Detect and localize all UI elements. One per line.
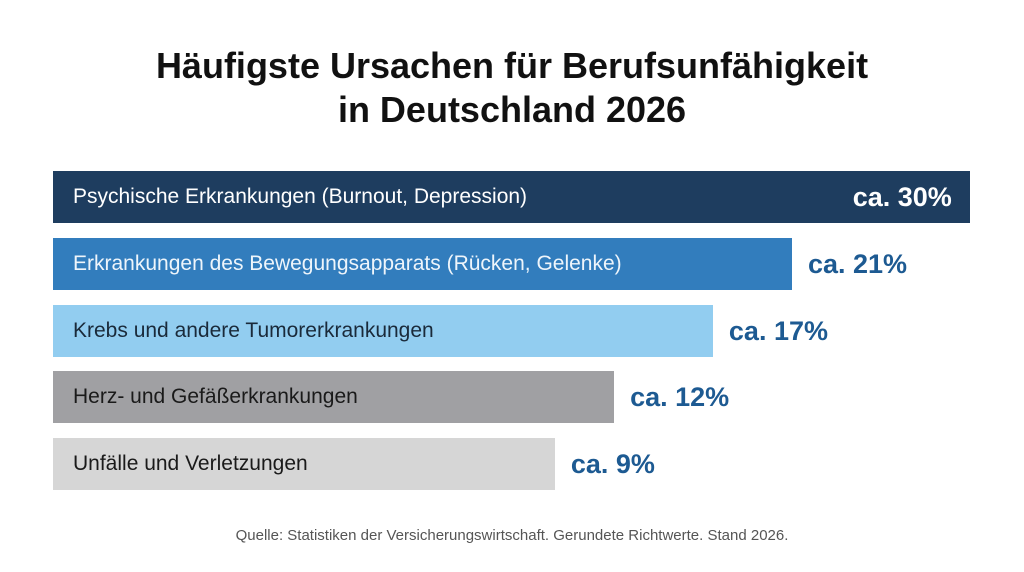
chart-title-line-2: in Deutschland 2026 (337, 89, 687, 130)
value-label: ca. 17% (728, 315, 828, 346)
source-note: Quelle: Statistiken der Versicherungswir… (235, 527, 789, 544)
value-label: ca. 30% (852, 182, 952, 212)
category-label: Erkrankungen des Bewegungsapparats (Rück… (73, 251, 622, 275)
bar: Psychische Erkrankungen (Burnout, Depres… (53, 171, 970, 223)
value-label: ca. 12% (630, 382, 730, 413)
value-label: ca. 9% (570, 449, 655, 480)
bar: Unfälle und Verletzungen (53, 438, 555, 491)
bar: Herz- und Gefäßerkrankungen (53, 371, 615, 424)
chart-title: Häufigste Ursachen für Berufsunfähigkeit… (0, 44, 1024, 132)
category-label: Krebs und andere Tumorerkrankungen (73, 318, 434, 342)
value-label: ca. 21% (807, 248, 908, 279)
bar: Krebs und andere Tumorerkrankungen (53, 304, 713, 357)
chart-title-line-1: Häufigste Ursachen für Berufsunfähigkeit (155, 45, 869, 86)
category-label: Unfälle und Verletzungen (73, 452, 308, 476)
category-label: Herz- und Gefäßerkrankungen (73, 385, 358, 409)
category-label: Psychische Erkrankungen (Burnout, Depres… (73, 185, 528, 208)
bar: Erkrankungen des Bewegungsapparats (Rück… (53, 237, 792, 290)
